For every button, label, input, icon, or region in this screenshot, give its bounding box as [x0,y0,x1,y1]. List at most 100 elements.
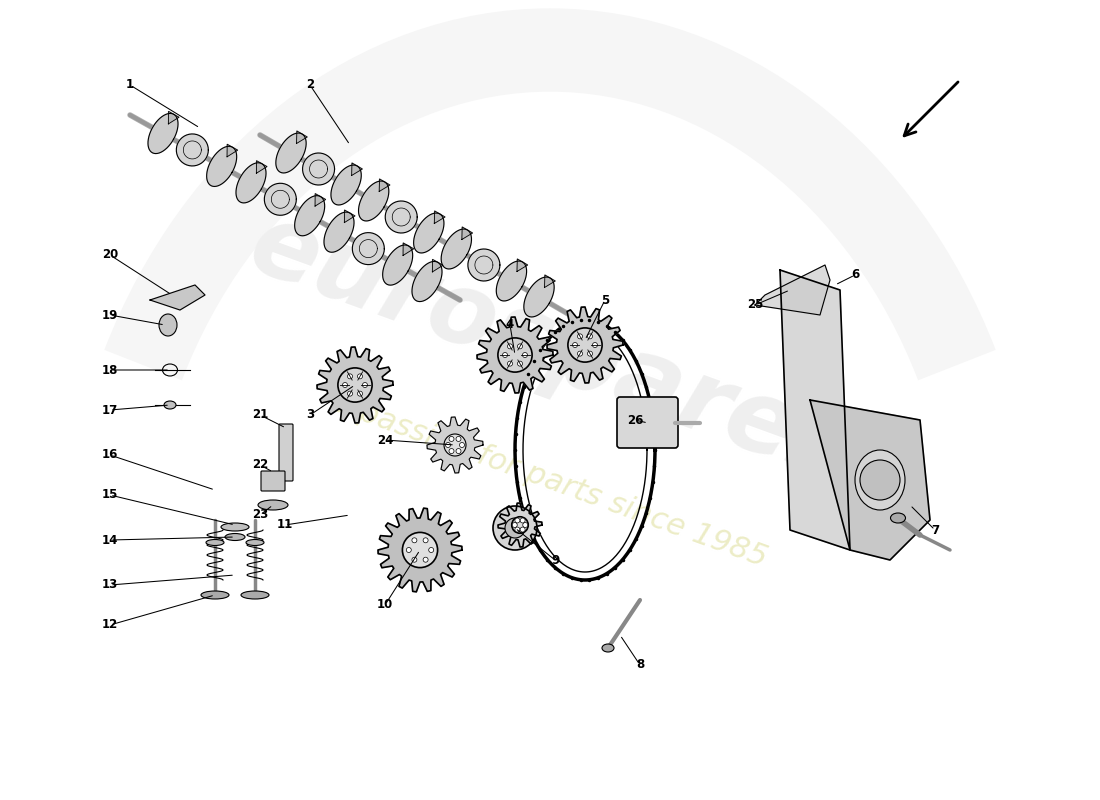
Circle shape [578,334,583,339]
Text: 23: 23 [252,509,268,522]
Text: 18: 18 [102,363,118,377]
Ellipse shape [221,523,249,531]
Polygon shape [256,161,267,174]
Circle shape [587,351,593,356]
Ellipse shape [226,534,245,541]
Circle shape [460,442,464,447]
Text: 1: 1 [125,78,134,91]
Polygon shape [227,144,238,157]
Circle shape [406,547,411,553]
Polygon shape [207,146,236,186]
Text: 6: 6 [851,269,859,282]
Text: 22: 22 [252,458,268,471]
Circle shape [515,527,520,532]
Circle shape [593,342,597,347]
Text: a passion for parts since 1985: a passion for parts since 1985 [329,387,771,573]
Text: 24: 24 [377,434,393,446]
Circle shape [520,518,525,523]
Polygon shape [344,210,355,222]
Polygon shape [385,201,417,233]
Circle shape [449,449,454,454]
Polygon shape [498,503,542,547]
Text: 16: 16 [102,449,118,462]
Circle shape [498,338,532,372]
Circle shape [572,342,578,347]
Text: 20: 20 [102,249,118,262]
Circle shape [348,391,352,396]
Text: 7: 7 [931,523,939,537]
Circle shape [507,361,513,366]
Polygon shape [359,181,388,221]
Text: 21: 21 [252,409,268,422]
Polygon shape [324,212,354,252]
Circle shape [348,374,352,379]
Circle shape [513,522,517,527]
Circle shape [446,442,451,447]
Circle shape [339,370,371,401]
Polygon shape [352,163,362,175]
Circle shape [456,437,461,442]
Polygon shape [352,233,384,265]
Polygon shape [780,270,850,550]
Ellipse shape [206,539,224,546]
Circle shape [456,449,461,454]
Polygon shape [524,277,554,317]
Text: 5: 5 [601,294,609,306]
Polygon shape [496,261,527,301]
Text: 17: 17 [102,403,118,417]
Polygon shape [331,165,361,205]
Polygon shape [517,259,528,271]
Polygon shape [176,134,208,166]
Polygon shape [297,131,307,143]
Text: 4: 4 [506,318,514,331]
Text: 8: 8 [636,658,645,671]
Text: 13: 13 [102,578,118,591]
Text: 3: 3 [306,409,315,422]
Polygon shape [468,249,499,281]
Circle shape [338,368,372,402]
Circle shape [342,382,348,387]
Polygon shape [755,265,830,315]
Ellipse shape [855,450,905,510]
Circle shape [568,328,602,362]
Polygon shape [236,162,266,203]
Circle shape [570,330,601,361]
Circle shape [403,533,438,568]
Text: eurospares: eurospares [236,196,864,504]
Polygon shape [148,114,178,154]
Text: 25: 25 [747,298,763,311]
Circle shape [499,339,530,370]
Ellipse shape [201,591,229,599]
Circle shape [503,353,507,358]
Polygon shape [441,229,472,269]
Circle shape [512,517,528,534]
Text: 15: 15 [102,489,118,502]
Polygon shape [547,307,623,383]
Circle shape [411,538,417,543]
Circle shape [517,344,522,349]
FancyBboxPatch shape [279,424,293,481]
Polygon shape [432,259,443,272]
Circle shape [444,434,466,456]
FancyBboxPatch shape [261,471,285,491]
Circle shape [424,538,428,543]
Polygon shape [168,111,179,124]
Polygon shape [383,245,412,285]
Circle shape [505,518,525,538]
Polygon shape [477,317,553,393]
Ellipse shape [246,539,264,546]
Circle shape [358,374,363,379]
Polygon shape [302,153,334,185]
Ellipse shape [258,500,288,510]
Text: 9: 9 [551,554,559,566]
Polygon shape [462,227,473,239]
Circle shape [363,382,367,387]
Polygon shape [427,417,483,473]
Circle shape [358,391,363,396]
Circle shape [517,361,522,366]
Text: 14: 14 [102,534,118,546]
Text: 11: 11 [277,518,293,531]
Circle shape [449,437,454,442]
Ellipse shape [602,644,614,652]
Ellipse shape [241,591,270,599]
